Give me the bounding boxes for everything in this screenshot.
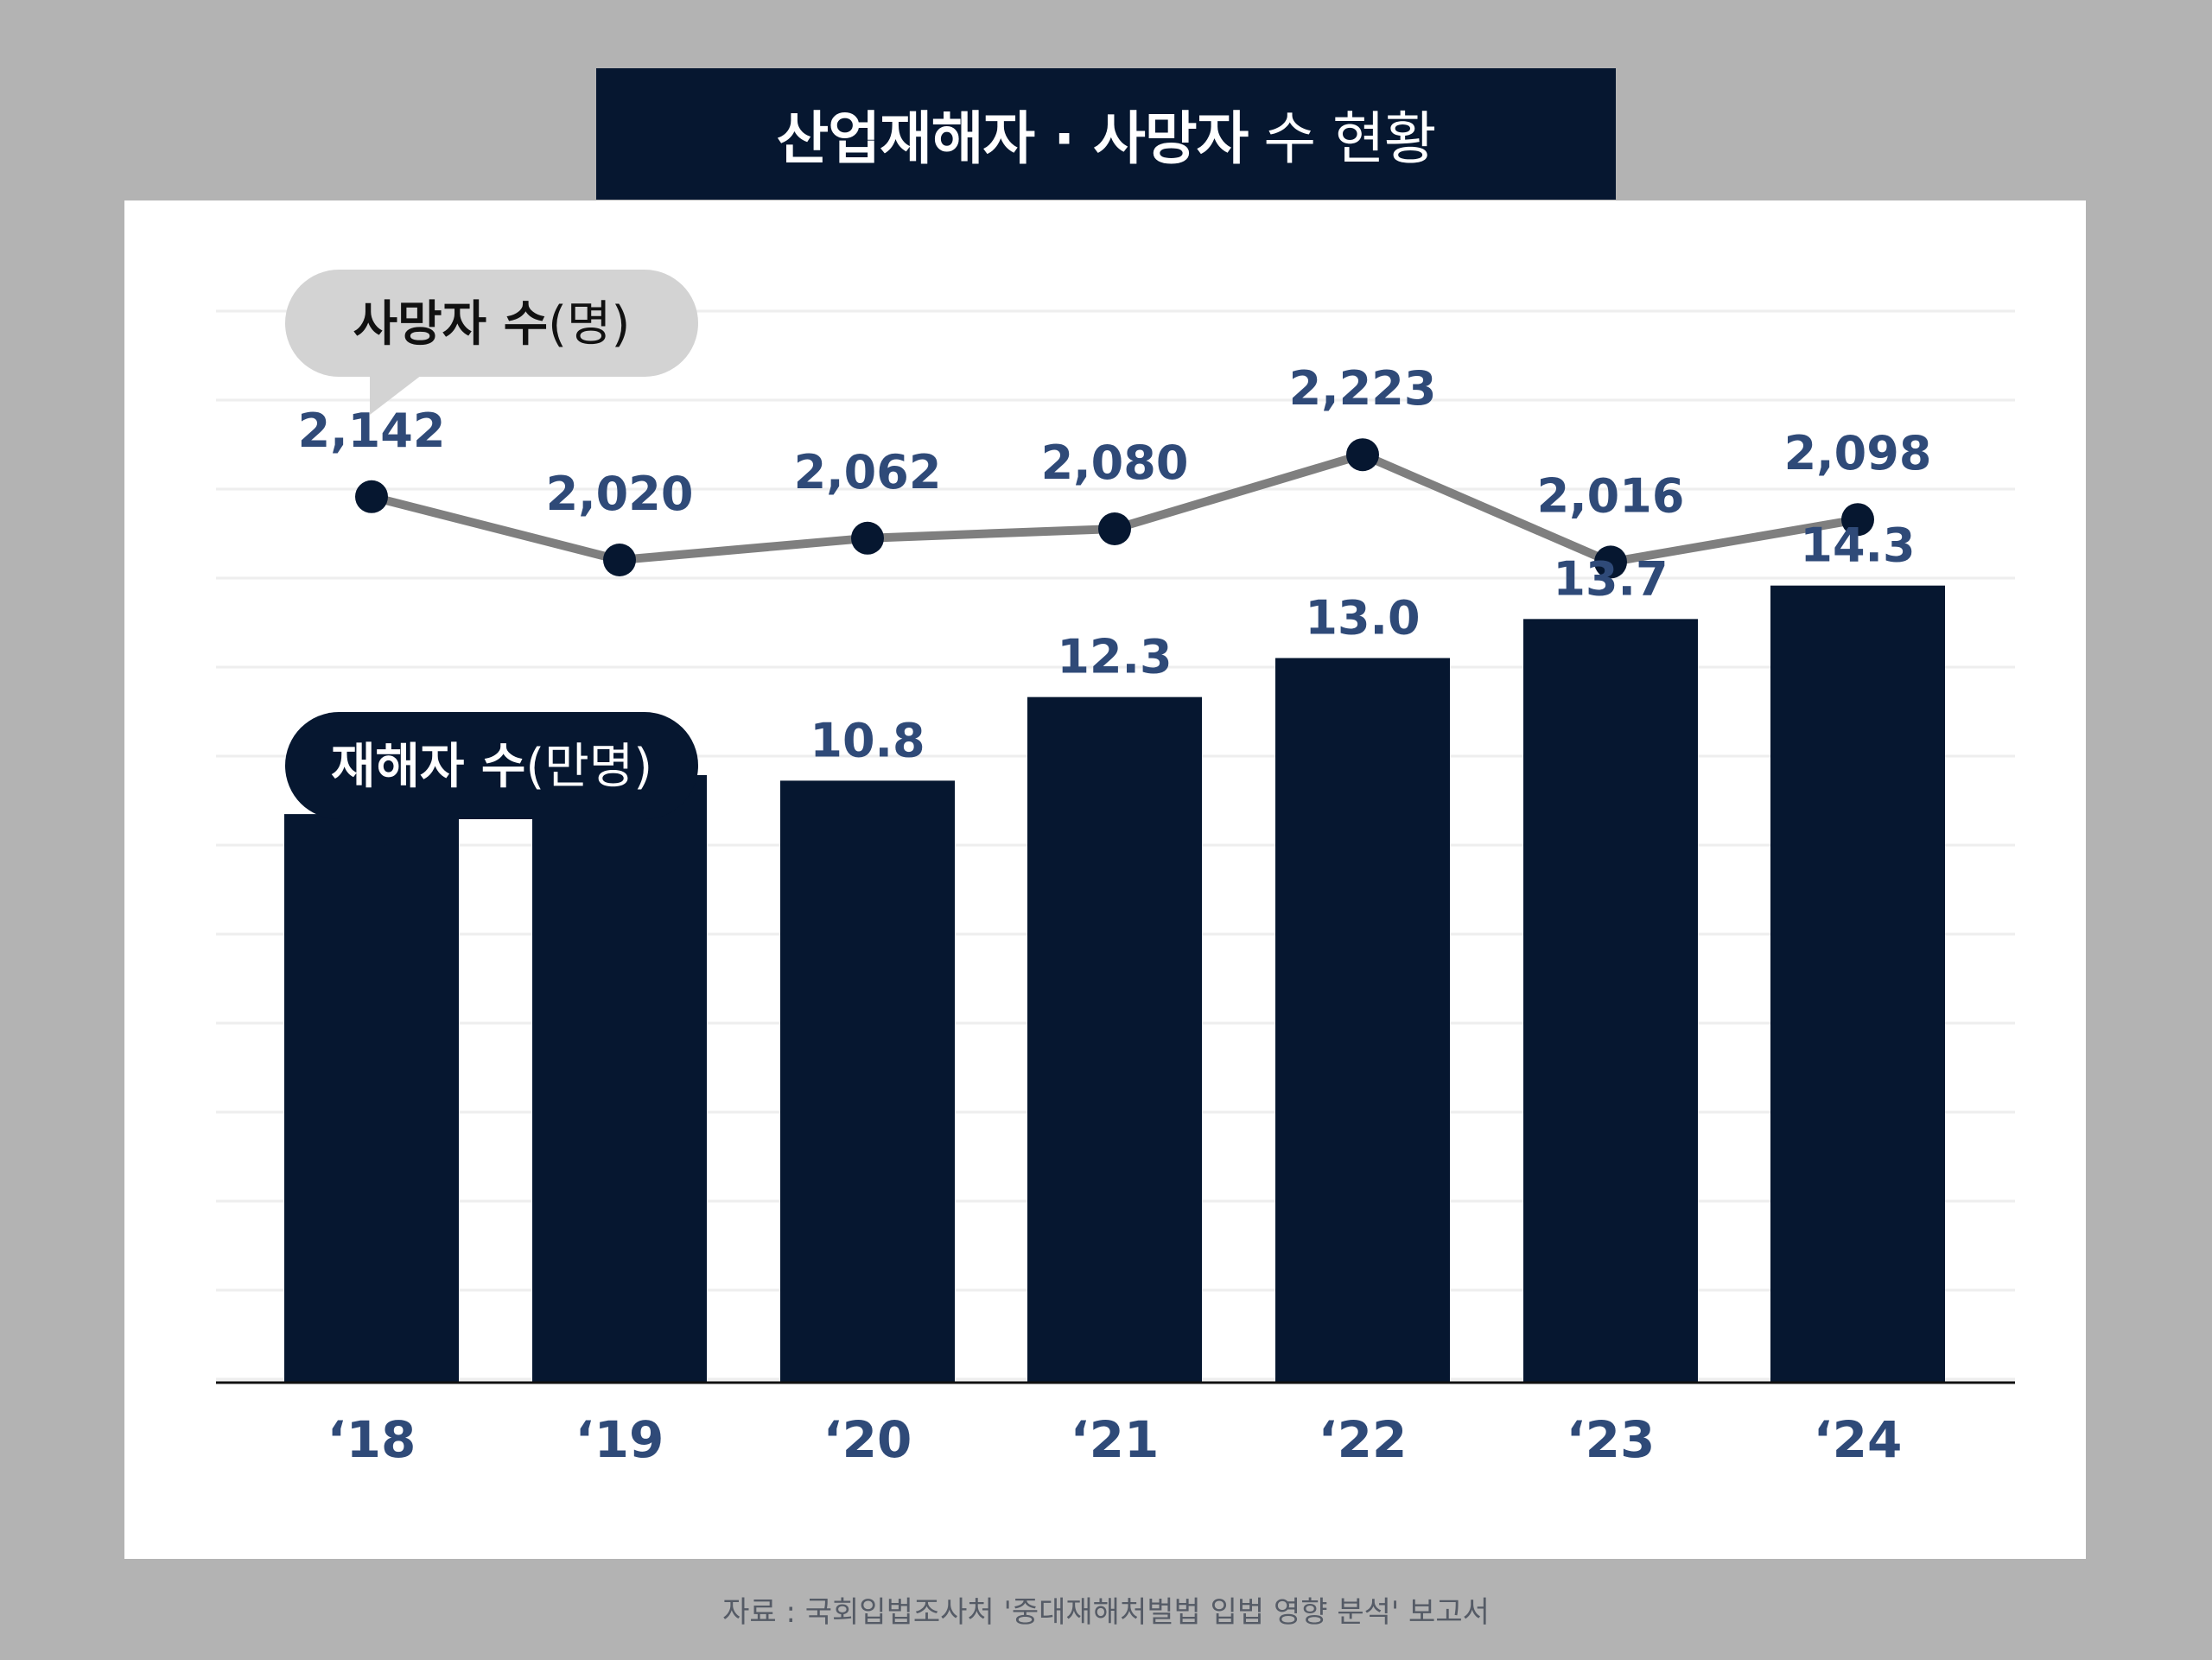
bar-20 bbox=[780, 780, 955, 1383]
x-axis: ‘18 ‘19 ‘20 ‘21 ‘22 ‘23 ‘24 bbox=[216, 1381, 2015, 1469]
bar-21 bbox=[1027, 696, 1202, 1383]
title-bold: 산업재해자 · 사망자 bbox=[776, 105, 1249, 172]
bar-22 bbox=[1275, 658, 1450, 1383]
injuries-series-bubble-tail bbox=[370, 817, 422, 857]
line-value-label: 2,080 bbox=[1041, 436, 1189, 490]
line-point-18 bbox=[355, 480, 388, 513]
line-value-label: 2,223 bbox=[1289, 361, 1437, 416]
line-point-19 bbox=[603, 544, 636, 576]
x-tick-label: ‘21 bbox=[1071, 1410, 1160, 1469]
injuries-series-bubble-label-bold: 재해자 수 bbox=[331, 739, 526, 795]
bar-19 bbox=[532, 774, 707, 1383]
line-value-label: 2,020 bbox=[546, 467, 694, 521]
bar-value-label: 13.0 bbox=[1305, 591, 1420, 646]
bar-value-label: 10.8 bbox=[810, 713, 925, 767]
series-labels: 사망자 수(명) 재해자 수(만명) bbox=[285, 270, 698, 857]
line-value-label: 2,098 bbox=[1784, 426, 1932, 480]
x-tick-label: ‘23 bbox=[1567, 1410, 1656, 1469]
x-tick-label: ‘18 bbox=[327, 1410, 416, 1469]
deaths-series-bubble-tail bbox=[370, 375, 422, 415]
injuries-series-bubble: 재해자 수(만명) bbox=[285, 712, 698, 857]
deaths-series-bubble-label-unit: (명) bbox=[548, 296, 630, 353]
bar-18 bbox=[284, 814, 459, 1383]
bar-value-label: 13.7 bbox=[1553, 551, 1668, 606]
deaths-series-bubble-label-bold: 사망자 수 bbox=[353, 296, 549, 353]
x-tick-label: ‘19 bbox=[575, 1410, 664, 1469]
bar-series bbox=[284, 585, 1945, 1383]
injuries-series-bubble-label-unit: (만명) bbox=[525, 739, 652, 795]
bar-23 bbox=[1523, 619, 1698, 1383]
line-point-22 bbox=[1346, 438, 1379, 472]
deaths-series-bubble-label: 사망자 수(명) bbox=[353, 296, 631, 353]
injuries-series-bubble-label: 재해자 수(만명) bbox=[331, 739, 652, 795]
line-point-24 bbox=[1841, 503, 1874, 537]
bar-24 bbox=[1770, 585, 1945, 1383]
line-point-21 bbox=[1098, 512, 1131, 545]
injuries-series-bubble-shape bbox=[285, 712, 698, 819]
bar-value-label: 14.3 bbox=[1800, 518, 1915, 573]
x-tick-label: ‘24 bbox=[1814, 1410, 1903, 1469]
deaths-series-bubble: 사망자 수(명) bbox=[285, 270, 698, 415]
line-series bbox=[355, 438, 1874, 579]
x-tick-label: ‘20 bbox=[823, 1410, 912, 1469]
line-value-label: 2,062 bbox=[794, 445, 942, 499]
x-tick-label: ‘22 bbox=[1319, 1410, 1408, 1469]
title-light: 수 현황 bbox=[1263, 105, 1436, 172]
line-point-23 bbox=[1594, 545, 1627, 579]
bar-value-label: 12.3 bbox=[1057, 630, 1172, 684]
source-note: 자료 : 국회입법조사처 '중대재해처벌법 입법 영향 분석' 보고서 bbox=[722, 1595, 1490, 1630]
deaths-series-bubble-shape bbox=[285, 270, 698, 377]
line-point-20 bbox=[851, 521, 884, 555]
line-value-label: 2,016 bbox=[1537, 468, 1685, 523]
chart-title-bar: 산업재해자 · 사망자 수 현황 bbox=[596, 68, 1616, 200]
